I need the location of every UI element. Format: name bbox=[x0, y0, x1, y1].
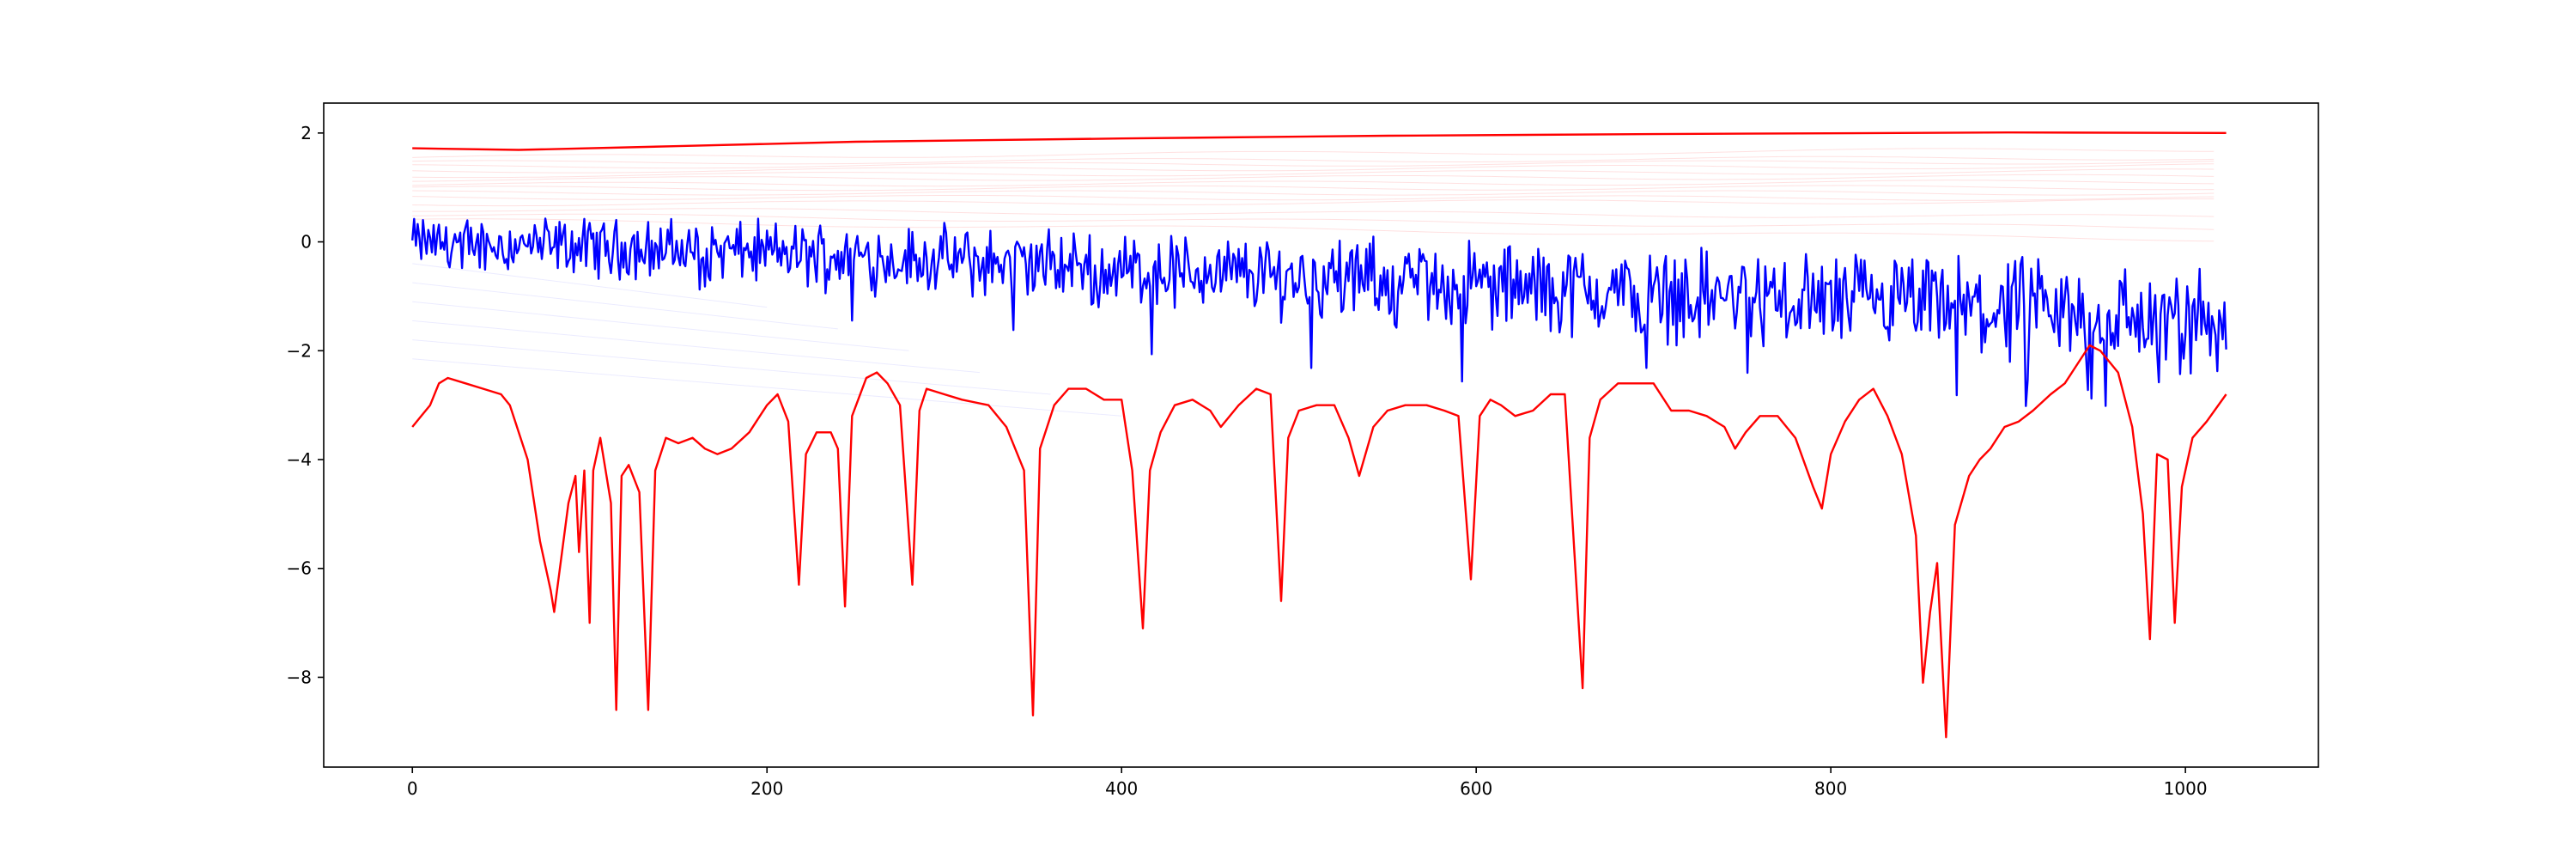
faint-series-line bbox=[412, 163, 2215, 174]
faint-series-line bbox=[412, 168, 2215, 179]
series-line-1 bbox=[412, 131, 2227, 151]
x-tick-label: 800 bbox=[1814, 778, 1847, 799]
x-tick-label: 600 bbox=[1460, 778, 1492, 799]
faint-series-line bbox=[412, 174, 2215, 182]
series-line-2 bbox=[411, 217, 2227, 407]
faint-series-line bbox=[412, 218, 2215, 242]
faint-series-line bbox=[412, 180, 2215, 187]
y-tick-label: −8 bbox=[287, 667, 312, 687]
x-tick-label: 1000 bbox=[2164, 778, 2208, 799]
x-tick-label: 200 bbox=[750, 778, 783, 799]
faint-series-line bbox=[412, 160, 2215, 169]
faint-series-line bbox=[412, 213, 2215, 230]
x-axis: 0 200 400 600 800 1000 bbox=[407, 767, 2208, 799]
faint-series-line bbox=[412, 190, 2215, 196]
plot-frame bbox=[323, 102, 2319, 768]
y-tick-label: −4 bbox=[287, 449, 312, 470]
faint-series-line bbox=[412, 148, 2215, 158]
series-group bbox=[411, 131, 2227, 739]
faint-series-line bbox=[412, 339, 1051, 395]
faint-series-line bbox=[412, 301, 909, 351]
y-tick-label: −2 bbox=[287, 340, 312, 361]
faint-series-line bbox=[412, 263, 768, 308]
faint-series-line bbox=[412, 320, 981, 374]
faint-series-group bbox=[412, 148, 2215, 417]
faint-series-line bbox=[412, 198, 2215, 207]
y-tick-label: −6 bbox=[287, 558, 312, 579]
faint-series-line bbox=[412, 208, 2215, 218]
faint-series-line bbox=[412, 155, 2215, 165]
y-axis: 2 0 −2 −4 −6 −8 bbox=[287, 123, 324, 687]
y-tick-label: 0 bbox=[301, 232, 312, 253]
series-line-3 bbox=[411, 344, 2227, 739]
faint-series-line bbox=[412, 358, 1122, 417]
y-tick-label: 2 bbox=[301, 123, 312, 143]
faint-series-line bbox=[412, 282, 838, 330]
faint-series-line bbox=[412, 195, 2215, 201]
x-tick-label: 400 bbox=[1105, 778, 1138, 799]
faint-series-line bbox=[412, 185, 2215, 192]
x-tick-label: 0 bbox=[407, 778, 418, 799]
